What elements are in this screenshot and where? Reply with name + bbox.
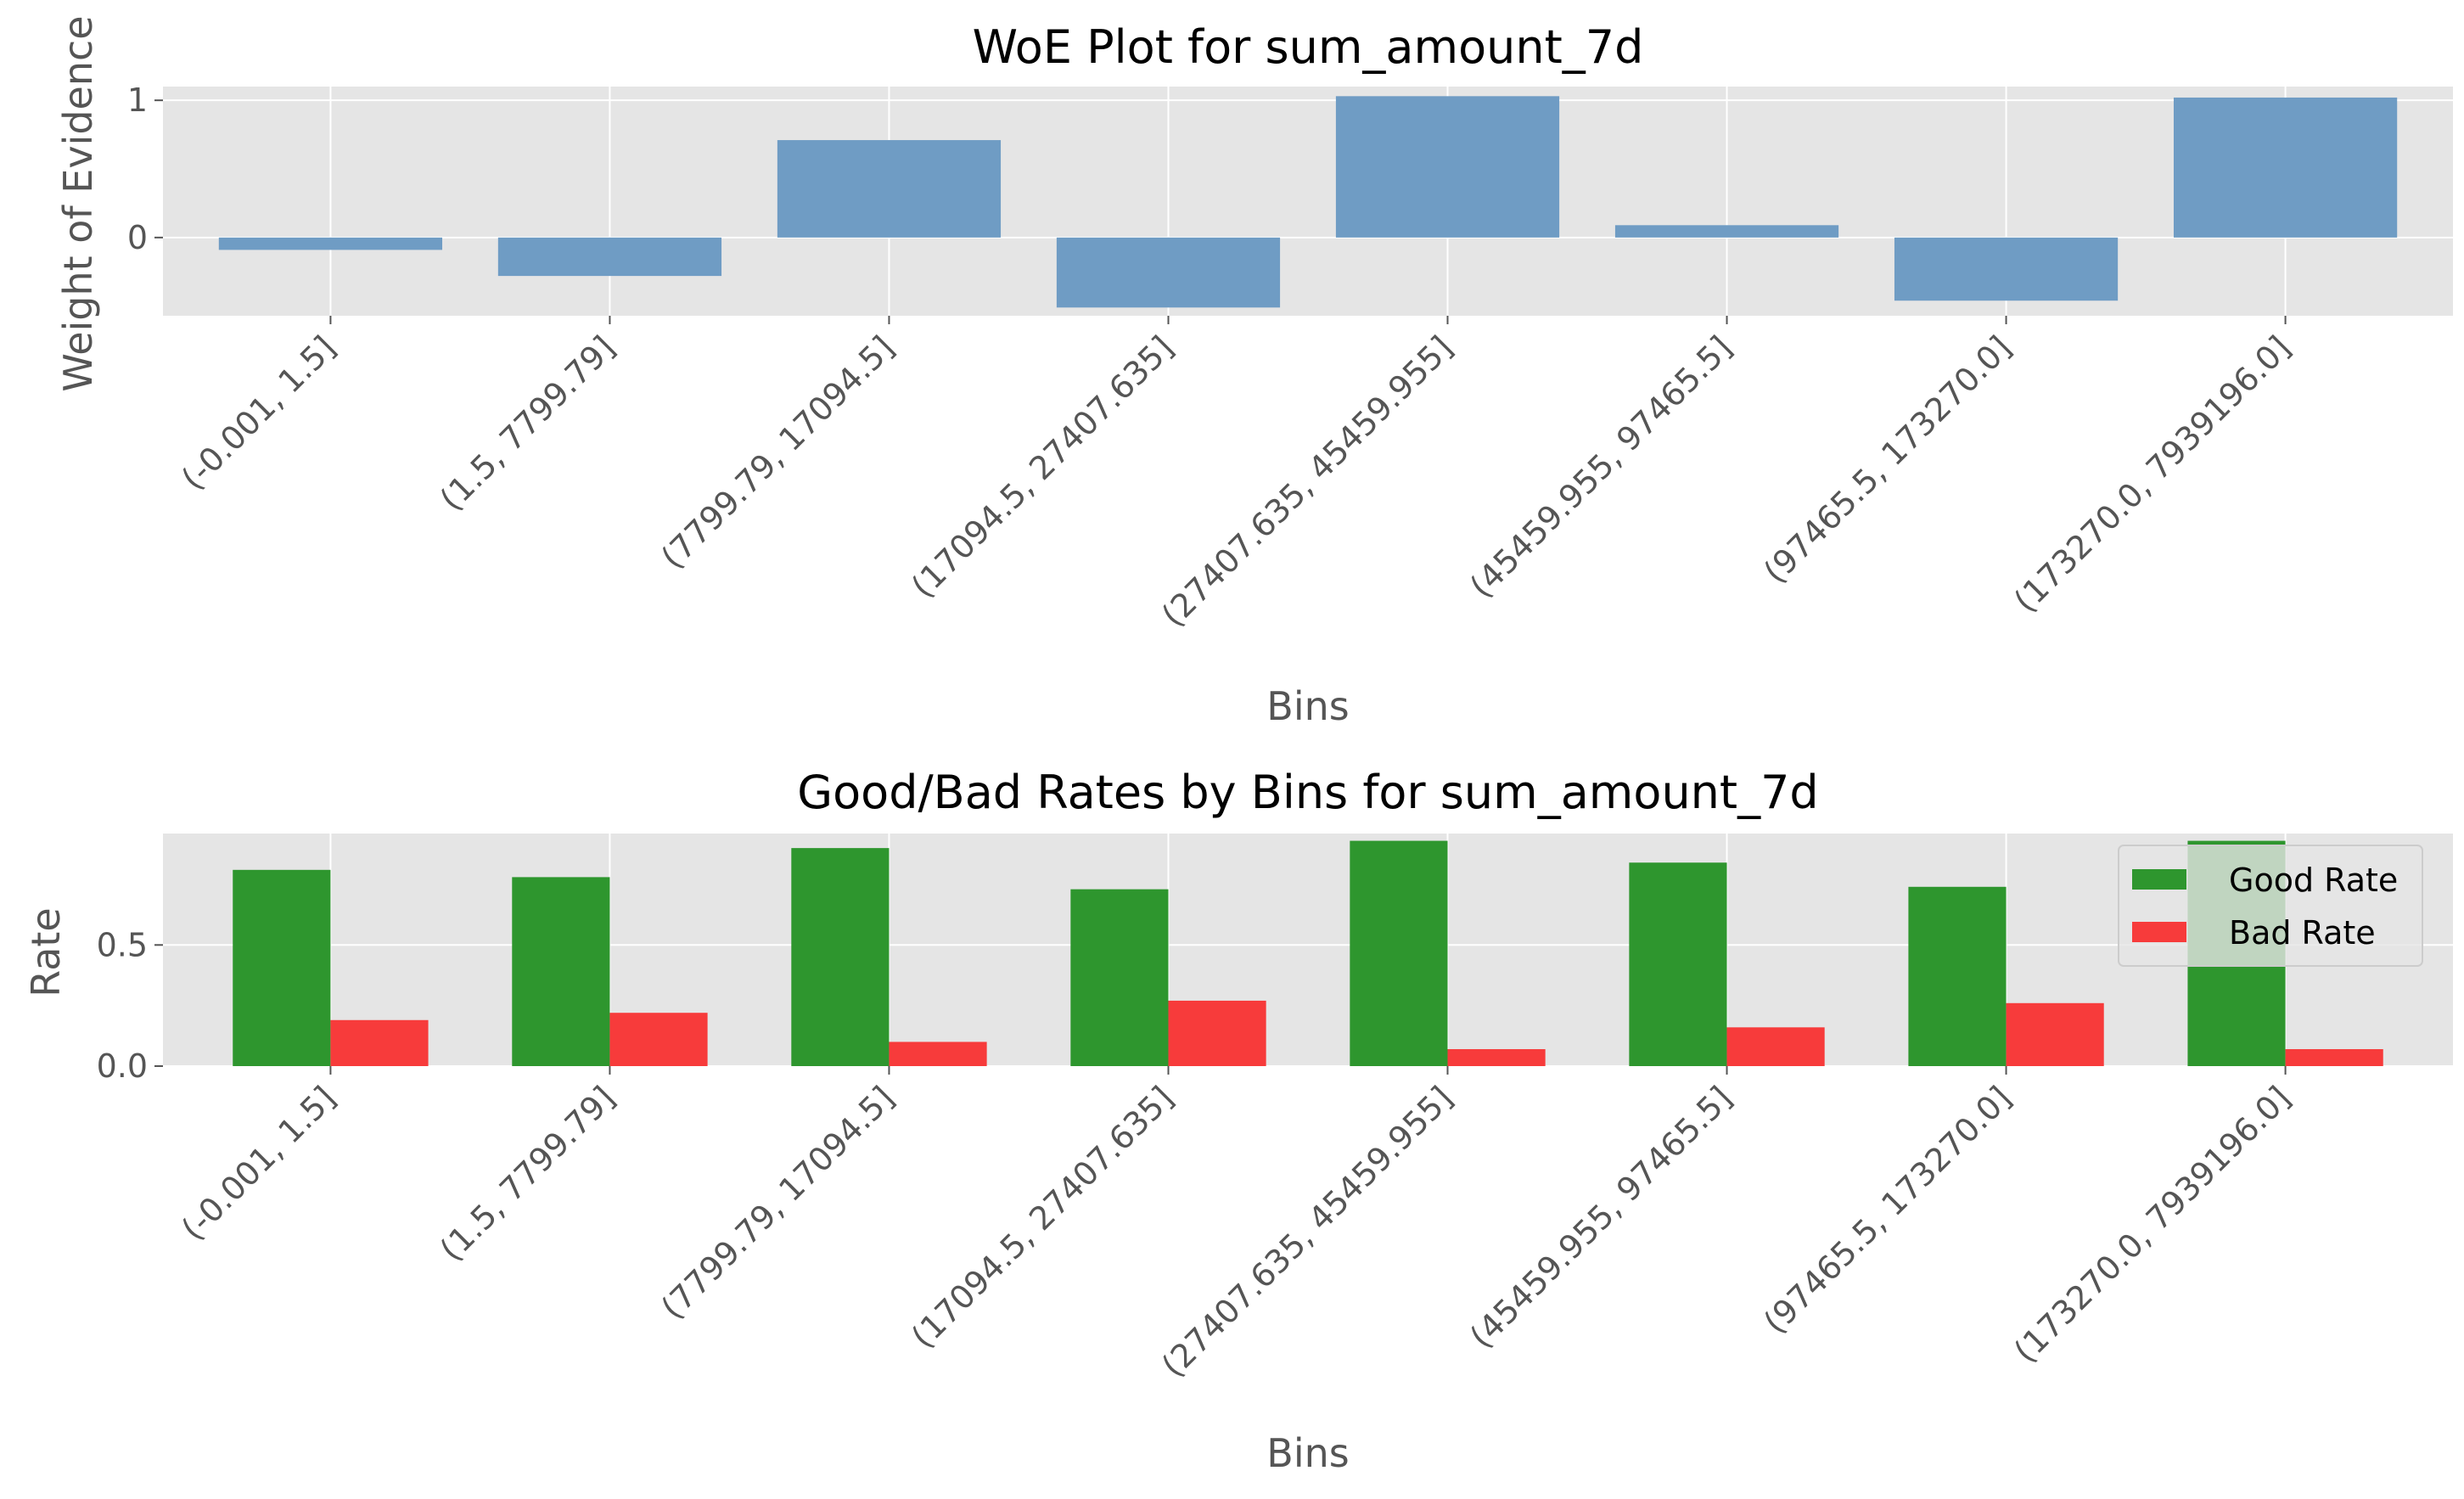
bad-rate-bar xyxy=(609,1013,708,1066)
rates-y-axis-label: Rate xyxy=(23,907,69,997)
rates-x-axis-label: Bins xyxy=(1266,1430,1349,1476)
bad-rate-bar xyxy=(1726,1027,1825,1066)
woe-chart: 01 (-0.001, 1.5] (1.5, 7799.79] (7799.79, … xyxy=(55,15,2453,729)
legend-label-bad-rate: Bad Rate xyxy=(2229,914,2376,952)
legend-swatch-good-rate xyxy=(2132,869,2186,890)
woe-bars xyxy=(218,96,2398,308)
rates-legend: Good Rate Bad Rate xyxy=(2118,845,2423,967)
good-rate-bar xyxy=(1629,862,1727,1066)
rates-chart: 0.0 0.5 (-0.001, 1.5] (1.5, 7799.79] (7799.… xyxy=(23,766,2453,1476)
bad-rate-bar xyxy=(2285,1049,2383,1066)
rates-y-ticks: 0.0 0.5 xyxy=(97,926,163,1085)
x-tick-label: (97465.5, 173270.0] xyxy=(1756,1079,2018,1340)
woe-x-ticks: (-0.001, 1.5] (1.5, 7799.79] (7799.79, 170… xyxy=(174,316,2298,634)
bad-rate-bar xyxy=(2006,1002,2104,1066)
x-tick-label: (-0.001, 1.5] xyxy=(174,1079,343,1248)
x-tick-label: (45459.955, 97465.5] xyxy=(1462,1079,1739,1356)
bad-rate-bar xyxy=(1168,1000,1266,1066)
x-tick-label: (17094.5, 27407.635] xyxy=(904,1079,1181,1356)
rates-plot-area xyxy=(163,834,2453,1066)
legend-frame xyxy=(2118,845,2423,967)
bad-rate-bar xyxy=(330,1019,429,1066)
woe-chart-title: WoE Plot for sum_amount_7d xyxy=(973,20,1644,74)
x-tick-label: (17094.5, 27407.635] xyxy=(904,328,1181,605)
x-tick-label: (-0.001, 1.5] xyxy=(174,328,343,497)
y-tick-label: 0.5 xyxy=(97,926,148,963)
x-tick-label: (97465.5, 173270.0] xyxy=(1756,328,2018,590)
x-tick-label: (27407.635, 45459.955] xyxy=(1154,328,1460,634)
x-tick-label: (173270.0, 7939196.0] xyxy=(2007,328,2298,620)
woe-bar xyxy=(218,237,443,250)
bad-rate-bar xyxy=(1447,1049,1546,1066)
woe-bar xyxy=(777,140,1002,238)
woe-x-axis-label: Bins xyxy=(1266,683,1349,729)
y-tick-label: 0 xyxy=(127,219,148,256)
rates-chart-title: Good/Bad Rates by Bins for sum_amount_7d xyxy=(797,766,1818,819)
legend-label-good-rate: Good Rate xyxy=(2229,862,2398,899)
woe-bar xyxy=(1056,237,1281,308)
legend-swatch-bad-rate xyxy=(2132,922,2186,942)
bad-rate-bar xyxy=(889,1041,987,1066)
woe-y-ticks: 01 xyxy=(127,81,163,256)
x-tick-label: (27407.635, 45459.955] xyxy=(1154,1079,1460,1384)
good-rate-bar xyxy=(1350,840,1448,1066)
woe-bar xyxy=(1894,237,2119,301)
good-rate-bar xyxy=(1908,886,2007,1066)
x-tick-label: (1.5, 7799.79] xyxy=(433,1079,622,1268)
x-tick-label: (1.5, 7799.79] xyxy=(433,328,622,518)
x-tick-label: (173270.0, 7939196.0] xyxy=(2007,1079,2298,1370)
good-rate-bar xyxy=(791,848,890,1066)
good-rate-bar xyxy=(512,877,610,1066)
good-rate-bar xyxy=(233,869,331,1066)
woe-bar xyxy=(497,237,722,277)
rates-x-ticks: (-0.001, 1.5] (1.5, 7799.79] (7799.79, 170… xyxy=(174,1066,2298,1384)
y-tick-label: 1 xyxy=(127,81,148,119)
x-tick-label: (7799.79, 17094.5] xyxy=(654,328,901,575)
woe-bar xyxy=(1335,96,1560,238)
woe-bar xyxy=(1614,225,1839,238)
woe-bar xyxy=(2173,97,2398,238)
good-rate-bar xyxy=(1070,889,1169,1066)
x-tick-label: (45459.955, 97465.5] xyxy=(1462,328,1739,605)
x-tick-label: (7799.79, 17094.5] xyxy=(654,1079,901,1326)
woe-y-axis-label: Weight of Evidence xyxy=(55,15,101,391)
y-tick-label: 0.0 xyxy=(97,1047,148,1085)
